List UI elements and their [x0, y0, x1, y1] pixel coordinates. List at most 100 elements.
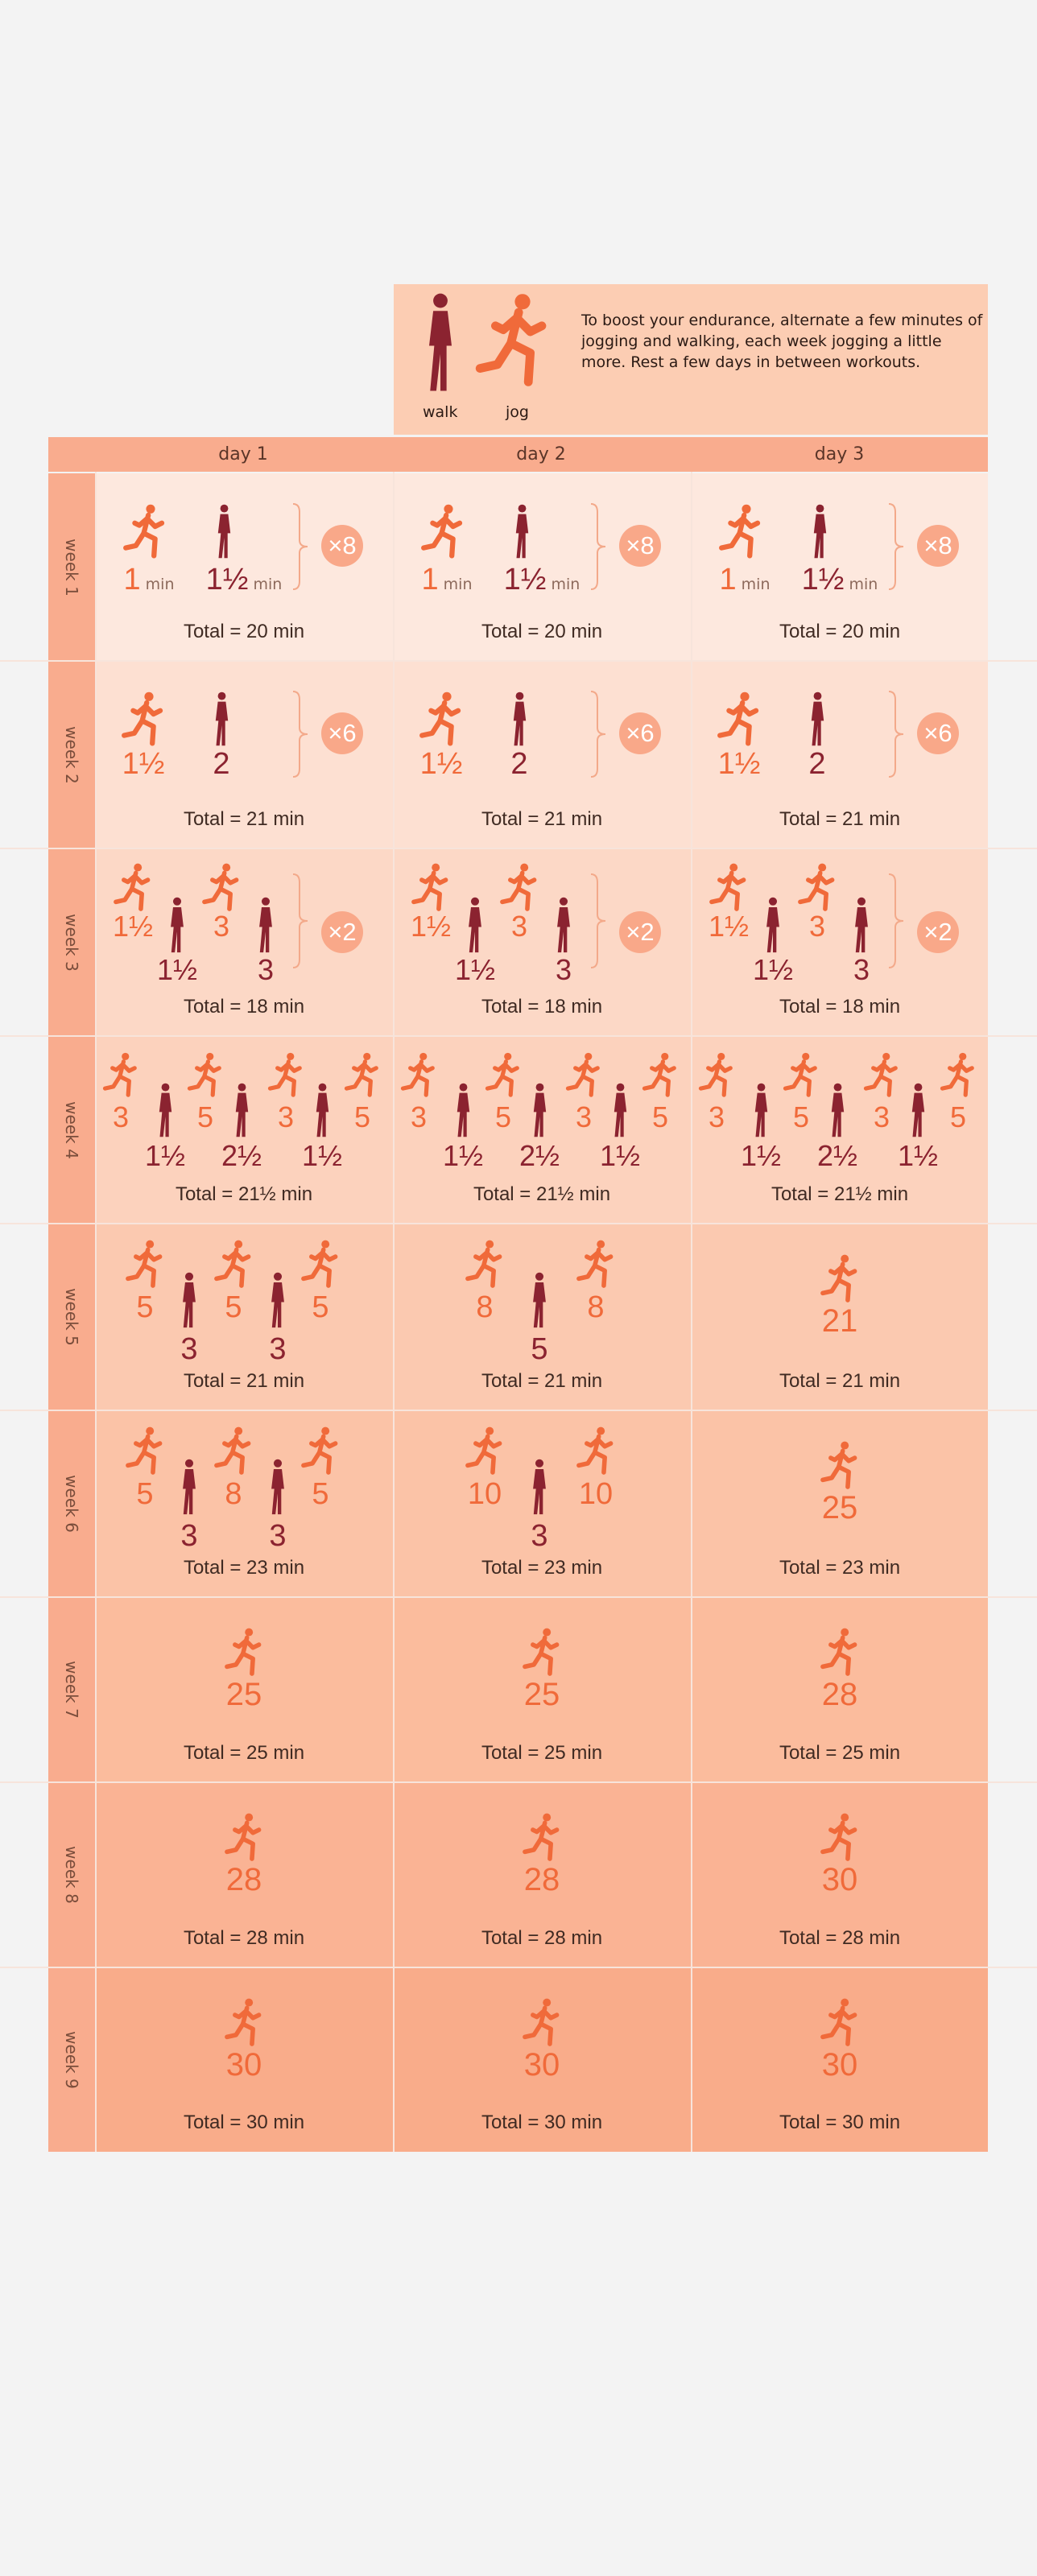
week-label-text: week 9	[62, 2030, 81, 2089]
day-header-2: day 2	[516, 444, 566, 464]
row-divider	[0, 660, 1037, 662]
day-cell: 5 3 5 3 5 Total = 21 min	[97, 1224, 391, 1410]
day-cell: 1½ 2 ×6 Total = 21 min	[97, 661, 391, 848]
column-divider	[95, 472, 97, 2152]
jog-minutes: 1½	[672, 911, 785, 942]
walk-icon	[749, 1083, 774, 1142]
repeat-badge: ×6	[321, 712, 363, 754]
day-cell: 3 1½ 5 2½ 3 1½ 5 Total = 21½ min	[395, 1036, 689, 1224]
walk-legend-icon	[418, 291, 463, 400]
day-cell: 28 Total = 25 min	[692, 1597, 987, 1782]
jog-minutes: 5	[89, 1291, 201, 1323]
jog-minutes: 3	[825, 1102, 938, 1133]
week-label-text: week 7	[62, 1661, 81, 1719]
column-divider	[691, 472, 692, 2152]
week-label: week 1	[48, 473, 95, 661]
jog-icon	[187, 1052, 224, 1102]
jog-minutes: 25	[485, 1678, 598, 1711]
minutes-value: 1½	[205, 563, 249, 597]
day-cell: 1 min 1½ min ×8 Total = 20 min	[692, 473, 987, 661]
total-minutes: Total = 30 min	[779, 2112, 901, 2133]
jog-icon	[820, 1813, 860, 1866]
walk-icon	[253, 897, 279, 958]
row-divider	[0, 1223, 1037, 1224]
minutes-value: 8	[476, 1290, 494, 1324]
minutes-value: 28	[821, 1677, 858, 1712]
day-cell: 28 Total = 28 min	[395, 1782, 689, 1967]
jog-minutes: 8	[177, 1478, 290, 1510]
week-row	[48, 1967, 988, 2152]
total-minutes: Total = 25 min	[779, 1742, 901, 1764]
repeat-brace	[887, 873, 905, 972]
walk-minutes: 2	[761, 748, 874, 780]
jog-minutes: 3	[64, 1102, 177, 1133]
jog-minutes: 1½	[683, 748, 795, 780]
jog-minutes: 21	[783, 1304, 896, 1338]
minutes-value: 1½	[122, 747, 165, 781]
week-label-text: week 5	[62, 1288, 81, 1346]
walk-minutes: 1½	[704, 1141, 817, 1171]
week-label-text: week 6	[62, 1475, 81, 1533]
minutes-value: 3	[575, 1100, 593, 1133]
minutes-value: 3	[112, 1100, 130, 1133]
jog-minutes: 1½	[76, 911, 189, 942]
jog-icon	[499, 863, 539, 916]
minutes-value: 1	[421, 563, 439, 597]
walk-icon	[849, 897, 874, 958]
minutes-value: 3	[269, 1332, 287, 1366]
jog-minutes: 8	[539, 1291, 652, 1323]
walk-minutes: 3	[805, 955, 918, 985]
day-cell: 3 1½ 5 2½ 3 1½ 5 Total = 21½ min	[692, 1036, 987, 1224]
jog-icon	[565, 1052, 602, 1102]
total-minutes: Total = 23 min	[183, 1557, 305, 1579]
repeat-brace	[887, 690, 905, 782]
total-minutes: Total = 23 min	[481, 1557, 603, 1579]
jog-icon	[465, 1426, 505, 1480]
minutes-value: 3	[269, 1519, 287, 1553]
jog-icon	[717, 691, 762, 751]
walk-icon	[760, 897, 786, 958]
walk-icon	[808, 504, 832, 564]
jog-minutes: 30	[783, 1863, 896, 1897]
row-divider	[0, 1596, 1037, 1598]
week-row	[48, 1597, 988, 1782]
minutes-value: 3	[531, 1519, 548, 1553]
day-cell: 30 Total = 30 min	[395, 1967, 689, 2152]
minutes-value: 1½	[442, 1139, 484, 1172]
minutes-value: 3	[180, 1519, 198, 1553]
minutes-value: 30	[225, 2047, 262, 2083]
week-label: week 2	[48, 661, 95, 848]
jog-minutes: 3	[165, 911, 278, 942]
minutes-value: 8	[587, 1290, 605, 1324]
jog-icon	[465, 1240, 505, 1293]
walk-icon	[176, 1459, 202, 1520]
day-header-1: day 1	[218, 444, 268, 464]
jog-minutes: 25	[783, 1491, 896, 1525]
repeat-badge: ×2	[321, 911, 363, 953]
day-cell: 1½ 1½ 3 3 ×2 Total = 18 min	[692, 848, 987, 1036]
total-minutes: Total = 30 min	[481, 2112, 603, 2133]
minutes-value: 1½	[897, 1139, 939, 1172]
jog-icon	[224, 1813, 264, 1866]
walk-minutes: 1½	[717, 955, 829, 985]
minutes-unit: min	[546, 576, 580, 593]
jog-minutes: 5	[902, 1102, 1014, 1133]
minutes-value: 5	[312, 1290, 329, 1324]
week-label-text: week 8	[62, 1846, 81, 1904]
walk-minutes: 1½	[861, 1141, 974, 1171]
minutes-value: 3	[180, 1332, 198, 1366]
walk-icon	[462, 897, 488, 958]
minutes-value: 3	[410, 1100, 428, 1133]
walk-icon	[608, 1083, 633, 1142]
repeat-brace	[291, 502, 309, 594]
walk-icon	[527, 1083, 552, 1142]
total-minutes: Total = 21 min	[779, 1370, 901, 1392]
jog-icon	[522, 1998, 562, 2051]
day-cell: 25 Total = 23 min	[692, 1410, 987, 1597]
jog-icon	[213, 1240, 254, 1293]
jog-icon	[213, 1426, 254, 1480]
minutes-value: 5	[196, 1100, 214, 1133]
walk-icon	[164, 897, 190, 958]
walk-minutes: 1½	[266, 1141, 378, 1171]
week-row	[48, 1782, 988, 1967]
